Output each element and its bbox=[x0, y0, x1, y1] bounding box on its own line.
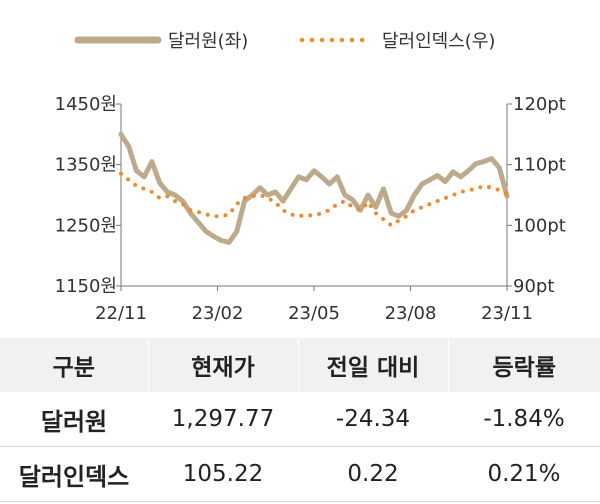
header-day-change: 전일 대비 bbox=[297, 338, 448, 392]
row-label: 달러원 bbox=[0, 392, 148, 447]
x-axis-tick-label: 22/11 bbox=[95, 303, 147, 324]
exchange-rate-chart: 달러원(좌) 달러인덱스(우) 1450원 1350원 1250원 1150원 120p… bbox=[55, 31, 566, 324]
header-category: 구분 bbox=[0, 338, 148, 392]
table-header-row: 구분 현재가 전일 대비 등락률 bbox=[0, 338, 600, 392]
rate-summary-table: 구분 현재가 전일 대비 등락률 달러원 1,297.77 -24.34 -1.… bbox=[0, 338, 600, 502]
legend-label-dxy: 달러인덱스(우) bbox=[382, 31, 495, 52]
change-rate-cell: -1.84% bbox=[448, 392, 600, 447]
left-axis-tick-label: 1350원 bbox=[55, 155, 117, 176]
series-line-usdkrw bbox=[118, 131, 510, 245]
chart-ticks: 1450원 1350원 1250원 1150원 120pt 110pt 100pt 90pt 2… bbox=[55, 94, 566, 324]
right-axis-tick-label: 110pt bbox=[513, 155, 566, 176]
x-axis-tick-label: 23/08 bbox=[385, 303, 437, 324]
left-axis-tick-label: 1250원 bbox=[55, 215, 117, 236]
table-row: 달러인덱스 105.22 0.22 0.21% bbox=[0, 446, 600, 502]
current-price-cell: 105.22 bbox=[148, 446, 298, 502]
table-row: 달러원 1,297.77 -24.34 -1.84% bbox=[0, 392, 600, 447]
chart-legend: 달러원(좌) 달러인덱스(우) bbox=[74, 31, 495, 52]
legend-label-usdkrw: 달러원(좌) bbox=[168, 31, 248, 52]
day-change-cell: 0.22 bbox=[298, 446, 448, 502]
change-rate-cell: 0.21% bbox=[448, 446, 600, 502]
row-label: 달러인덱스 bbox=[0, 446, 148, 502]
left-axis-tick-label: 1450원 bbox=[55, 94, 117, 115]
chart-series bbox=[118, 131, 510, 245]
x-axis-tick-label: 23/05 bbox=[288, 303, 340, 324]
left-axis-tick-label: 1150원 bbox=[55, 276, 117, 297]
header-current-price: 현재가 bbox=[147, 338, 298, 392]
day-change-cell: -24.34 bbox=[298, 392, 448, 447]
header-change-rate: 등락률 bbox=[447, 338, 600, 392]
right-axis-tick-label: 100pt bbox=[513, 215, 566, 236]
x-axis-tick-label: 23/02 bbox=[192, 303, 244, 324]
current-price-cell: 1,297.77 bbox=[148, 392, 298, 447]
right-axis-tick-label: 120pt bbox=[513, 94, 566, 115]
x-axis-tick-label: 23/11 bbox=[481, 303, 533, 324]
right-axis-tick-label: 90pt bbox=[513, 276, 554, 297]
